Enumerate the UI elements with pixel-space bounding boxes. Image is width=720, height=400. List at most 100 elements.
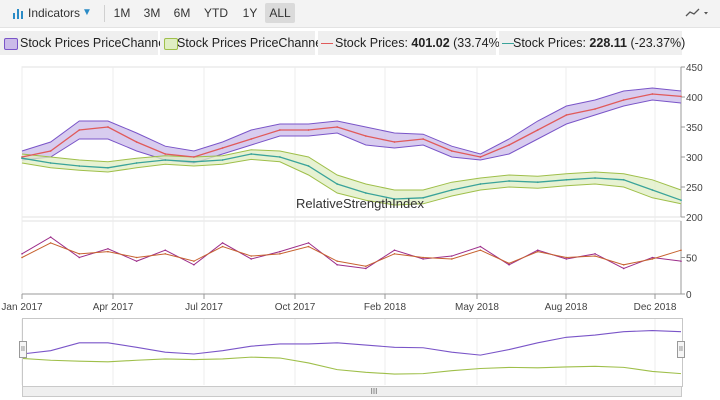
rsi-point: [393, 249, 396, 251]
price-channel-band: [22, 149, 681, 205]
range-1m-button[interactable]: 1M: [113, 6, 131, 20]
rsi-line: [21, 236, 682, 269]
x-tick-label: Dec 2018: [634, 302, 677, 313]
stock-price-point: [422, 138, 425, 140]
rsi-point: [622, 264, 625, 266]
rsi-point: [21, 256, 23, 259]
navigator-left-handle[interactable]: II: [19, 341, 27, 358]
rsi-point: [536, 250, 539, 253]
legend-row: Stock Prices PriceChannel Stock Prices P…: [0, 31, 720, 57]
price-tick-label: 450: [686, 63, 703, 74]
navigator-scrollbar[interactable]: III: [22, 386, 682, 397]
chevron-down-icon: ▼: [82, 7, 92, 18]
stock-price-point: [622, 99, 625, 101]
indicators-button[interactable]: Indicators ▼: [10, 3, 96, 23]
x-tick-label: Apr 2017: [93, 302, 134, 313]
rsi-point: [422, 258, 424, 260]
stock-price-point: [536, 129, 539, 131]
rsi-point: [49, 236, 52, 238]
rsi-point: [336, 264, 338, 266]
range-all-button[interactable]: ALL: [265, 3, 295, 23]
rsi-point: [651, 256, 654, 259]
stock-price-point: [336, 126, 339, 128]
price-tick-label: 350: [686, 123, 703, 134]
stock-price-point: [164, 153, 167, 155]
scrollbar-thumb[interactable]: III: [370, 387, 378, 396]
rsi-point: [221, 245, 224, 248]
navigator-line-purple: [21, 330, 682, 356]
stock-price-point: [107, 126, 109, 128]
stock-price-point: [78, 165, 81, 167]
rsi-point: [135, 260, 138, 262]
rsi-point: [135, 256, 138, 259]
rsi-point: [279, 250, 281, 253]
stock-price-point: [393, 198, 396, 200]
line-swatch-icon: [502, 43, 514, 44]
rsi-point: [651, 258, 654, 260]
legend-item-stock-prices-1[interactable]: Stock Prices: 401.02 (33.74%): [318, 31, 504, 55]
stock-price-point: [536, 181, 539, 184]
price-channel-upper-line: [21, 149, 682, 191]
legend-prefix: Stock Prices:: [335, 36, 408, 50]
rsi-point: [107, 247, 109, 250]
navigator-right-handle[interactable]: II: [677, 341, 685, 358]
range-3m-button[interactable]: 3M: [143, 6, 161, 20]
rsi-point: [622, 267, 625, 270]
stock-price-line: [21, 93, 682, 158]
navigator-range[interactable]: [22, 318, 683, 387]
stock-price-point: [594, 108, 596, 110]
stock-price-point: [221, 147, 224, 149]
legend-item-price-channel-1[interactable]: Stock Prices PriceChannel: [0, 31, 168, 55]
rsi-point: [479, 249, 482, 251]
rsi-point: [393, 253, 396, 255]
legend-item-price-channel-2[interactable]: Stock Prices PriceChannel: [160, 31, 325, 55]
stock-price-point: [450, 150, 453, 152]
stock-price-point: [193, 160, 195, 163]
range-ytd-button[interactable]: YTD: [204, 6, 228, 20]
stock-price-point: [565, 114, 568, 116]
range-6m-button[interactable]: 6M: [173, 6, 191, 20]
rsi-point: [422, 256, 424, 259]
stock-price-point: [479, 156, 482, 158]
trend-button[interactable]: [680, 3, 714, 23]
rsi-point: [78, 253, 81, 255]
stock-price-point: [364, 135, 367, 137]
rsi-point: [479, 245, 482, 248]
legend-label: Stock Prices PriceChannel: [177, 36, 325, 50]
stock-price-point: [680, 95, 682, 98]
price-tick-label: 300: [686, 153, 703, 164]
price-channel-lower-line: [21, 158, 682, 206]
stock-price-point: [594, 177, 596, 179]
x-tick-label: Jul 2017: [185, 302, 223, 313]
legend-value: 228.11: [589, 36, 627, 50]
stock-price-point: [135, 162, 138, 164]
legend-change: (33.74%): [453, 36, 504, 50]
range-1y-button[interactable]: 1Y: [242, 6, 258, 20]
trend-line-icon: [685, 8, 708, 17]
stock-price-point: [307, 129, 310, 131]
rsi-point: [49, 242, 52, 244]
stock-price-point: [336, 183, 339, 185]
rsi-tick-label: 0: [686, 290, 692, 301]
rsi-point: [193, 260, 195, 262]
rsi-point: [307, 242, 310, 244]
stock-price-point: [107, 166, 109, 169]
legend-item-stock-prices-2[interactable]: Stock Prices: 228.11 (-23.37%): [499, 31, 685, 55]
stock-price-point: [364, 192, 367, 194]
bar-chart-icon: [13, 9, 23, 19]
rsi-point: [594, 255, 596, 257]
stock-price-point: [164, 159, 167, 161]
stock-price-point: [622, 178, 625, 181]
rsi-plot-area: [21, 220, 682, 295]
price-channel-upper-line: [21, 87, 682, 155]
toolbar: Indicators ▼ 1M 3M 6M YTD 1Y ALL: [0, 0, 720, 28]
rsi-point: [250, 258, 253, 260]
rsi-point: [536, 249, 539, 251]
indicators-label: Indicators: [28, 6, 81, 20]
stock-price-point: [193, 156, 195, 158]
rsi-point: [450, 255, 453, 257]
rsi-point: [250, 255, 253, 257]
stock-price-point: [479, 183, 482, 185]
stock-price-point: [508, 180, 510, 182]
